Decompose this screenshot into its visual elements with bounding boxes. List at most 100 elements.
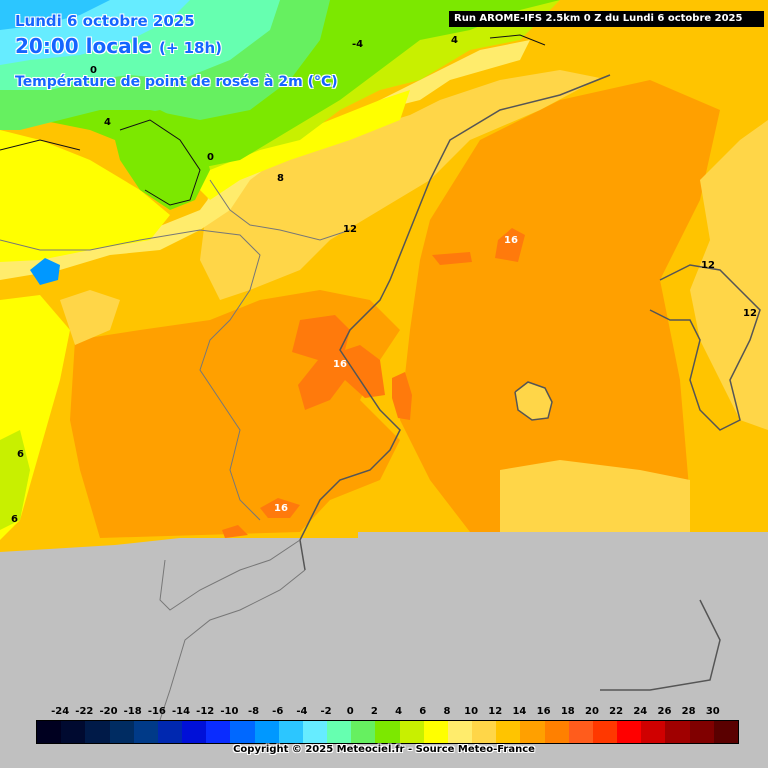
legend-tick-label: 18 bbox=[560, 706, 575, 717]
legend-tick-label: 12 bbox=[488, 706, 503, 717]
legend-swatch bbox=[254, 721, 279, 743]
legend-tick-label: -4 bbox=[296, 706, 308, 717]
legend-swatch bbox=[157, 721, 183, 743]
variable-title: Température de point de rosée à 2m (°C) bbox=[15, 74, 338, 90]
zone-8 bbox=[0, 130, 170, 262]
legend-swatch bbox=[592, 721, 618, 743]
legend-tick-label: 22 bbox=[609, 706, 624, 717]
legend-tick-label: 30 bbox=[705, 706, 720, 717]
zone-6-westpatch bbox=[0, 430, 30, 530]
copyright: Copyright © 2025 Meteociel.fr - Source M… bbox=[233, 744, 535, 755]
legend-tick-label: 20 bbox=[584, 706, 599, 717]
zone-18-rhone bbox=[292, 315, 385, 410]
legend-swatch bbox=[302, 721, 328, 743]
legend-swatch bbox=[61, 721, 86, 743]
contour-label: 8 bbox=[277, 173, 284, 184]
zone-neg4 bbox=[0, 0, 110, 30]
legend-tick-label: 6 bbox=[419, 706, 427, 717]
contour-label: 6 bbox=[11, 514, 18, 525]
zone-18-small-e bbox=[222, 525, 248, 538]
legend-swatch bbox=[351, 721, 376, 743]
legend-swatch bbox=[182, 721, 207, 743]
forecast-date: Lundi 6 octobre 2025 bbox=[15, 12, 195, 30]
zone-12-island bbox=[515, 382, 552, 420]
country-borders bbox=[0, 179, 351, 721]
zone-12-east bbox=[690, 120, 768, 430]
legend-tick-label: -24 bbox=[51, 706, 70, 717]
legend-swatch bbox=[496, 721, 521, 743]
legend-tick-label: -10 bbox=[220, 706, 239, 717]
legend-tick-label: 16 bbox=[536, 706, 551, 717]
contour-label: 16 bbox=[274, 503, 288, 514]
contour-label: 0 bbox=[207, 152, 214, 163]
contour-label: 16 bbox=[333, 359, 347, 370]
zone-green-pocket bbox=[110, 110, 210, 210]
legend-swatch bbox=[85, 721, 110, 743]
legend-tick-label: 10 bbox=[464, 706, 479, 717]
color-legend bbox=[36, 720, 739, 744]
zone-12-west bbox=[60, 290, 120, 345]
contour-lines bbox=[0, 34, 546, 206]
legend-tick-label: -22 bbox=[75, 706, 94, 717]
legend-swatch bbox=[375, 721, 400, 743]
legend-tick-label: -6 bbox=[272, 706, 284, 717]
legend-swatch bbox=[520, 721, 545, 743]
legend-swatch bbox=[278, 721, 303, 743]
legend-swatch bbox=[665, 721, 690, 743]
zone-18-small-a bbox=[392, 372, 412, 420]
zone-8-middle bbox=[180, 90, 410, 200]
legend-swatch bbox=[641, 721, 666, 743]
legend-swatch bbox=[133, 721, 158, 743]
contour-label-group: 0 0 4 4 8 12 12 12 16 16 16 -4 6 6 bbox=[11, 35, 757, 525]
legend-swatch bbox=[206, 721, 231, 743]
legend-tick-label: -18 bbox=[123, 706, 142, 717]
zone-16-east bbox=[400, 80, 720, 532]
legend-tick-label: 26 bbox=[657, 706, 672, 717]
forecast-time: 20:00 locale (+ 18h) bbox=[15, 34, 222, 58]
contour-label: 6 bbox=[17, 449, 24, 460]
legend-tick-label: 4 bbox=[395, 706, 403, 717]
legend-swatch bbox=[568, 721, 593, 743]
zone-18-small-d bbox=[260, 498, 300, 518]
legend-swatch bbox=[713, 721, 738, 743]
zone-18-small-b bbox=[432, 252, 472, 265]
zone-cold-pocket bbox=[30, 258, 60, 285]
legend-swatch bbox=[544, 721, 569, 743]
legend-tick-label: -8 bbox=[247, 706, 260, 717]
coastlines bbox=[299, 74, 761, 691]
legend-swatch bbox=[689, 721, 714, 743]
legend-tick-label: 8 bbox=[443, 706, 451, 717]
legend-tick-label: 0 bbox=[346, 706, 354, 717]
legend-tick-label: 2 bbox=[370, 706, 378, 717]
contour-label: 12 bbox=[743, 308, 757, 319]
legend-tick-label: 28 bbox=[681, 706, 696, 717]
contour-label: 4 bbox=[104, 117, 111, 128]
contour-label: 4 bbox=[451, 35, 458, 46]
contour-label: -4 bbox=[352, 39, 363, 50]
legend-swatch bbox=[423, 721, 448, 743]
legend-tick-label: -20 bbox=[99, 706, 118, 717]
time-offset: (+ 18h) bbox=[158, 39, 223, 57]
legend-tick-label: 24 bbox=[633, 706, 648, 717]
legend-tick-label: -2 bbox=[320, 706, 332, 717]
legend-tick-label: -16 bbox=[147, 706, 166, 717]
zone-12-southeast bbox=[500, 460, 690, 532]
legend-swatch bbox=[327, 721, 352, 743]
run-info: Run AROME-IFS 2.5km 0 Z du Lundi 6 octob… bbox=[449, 11, 764, 27]
legend-swatch bbox=[447, 721, 473, 743]
contour-label: 12 bbox=[343, 224, 357, 235]
legend-tick-label: -14 bbox=[171, 706, 191, 717]
zone-12-north bbox=[200, 70, 600, 300]
legend-tick-label: -12 bbox=[196, 706, 215, 717]
time-local: 20:00 locale bbox=[15, 34, 152, 58]
contour-label: 12 bbox=[701, 260, 715, 271]
zone-18-small-c bbox=[495, 228, 525, 262]
legend-swatch bbox=[617, 721, 642, 743]
legend-swatch bbox=[37, 721, 62, 743]
contour-label: 0 bbox=[90, 65, 97, 76]
legend-tick-label: 14 bbox=[512, 706, 527, 717]
legend-swatch bbox=[230, 721, 255, 743]
legend-swatch bbox=[109, 721, 134, 743]
legend-swatch bbox=[399, 721, 424, 743]
